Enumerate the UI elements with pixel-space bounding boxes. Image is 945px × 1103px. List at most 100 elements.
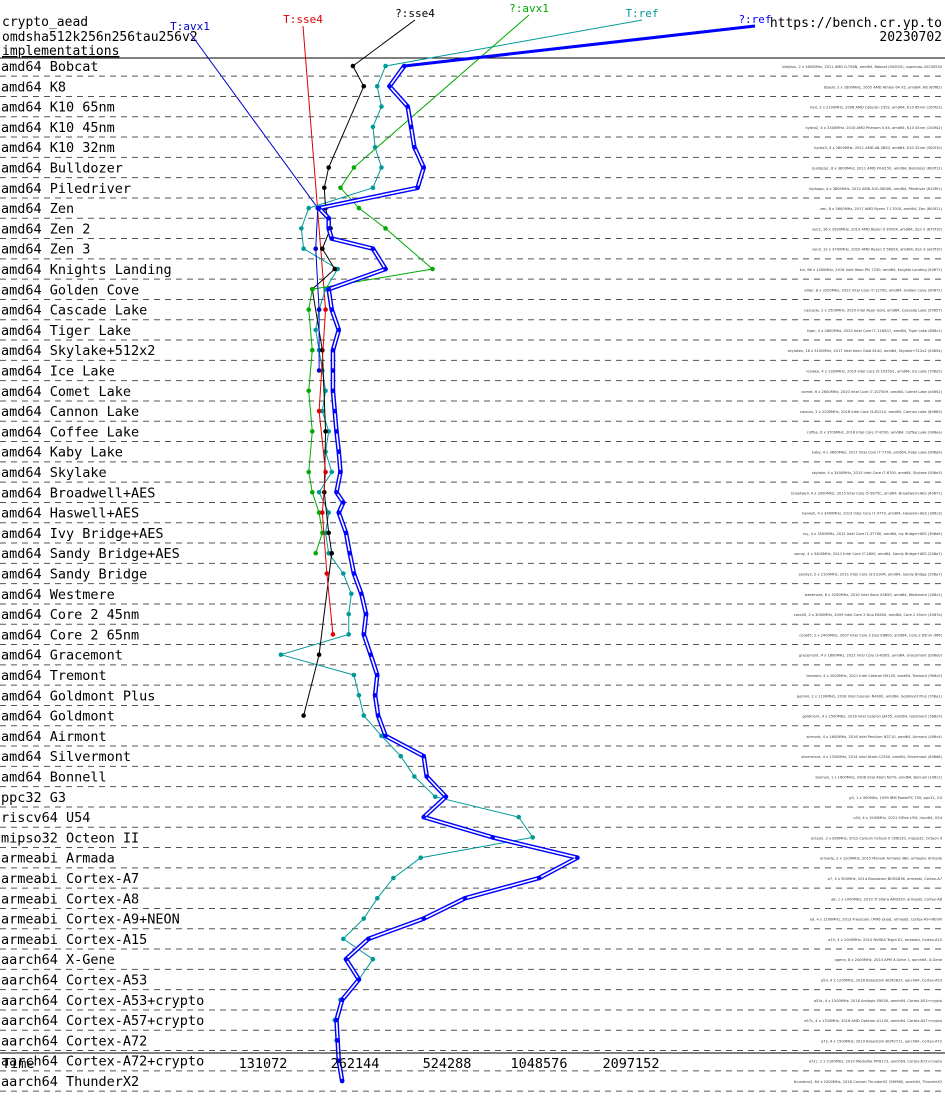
row-note: a57c, 4 x 1700MHz, 2016 AMD Opteron A110… <box>804 1019 942 1023</box>
data-point <box>340 500 346 505</box>
row-label: aarch64 Cortex-A57+crypto <box>1 1013 204 1029</box>
data-point <box>309 347 315 353</box>
data-point <box>329 307 335 312</box>
data-point <box>336 449 342 455</box>
data-point <box>536 875 542 881</box>
row-label: aarch64 ThunderX2 <box>1 1074 139 1090</box>
title-line-3: implementations <box>2 44 119 59</box>
data-point <box>340 571 346 576</box>
data-point <box>321 185 327 191</box>
row-note: sandy, 4 x 3400MHz, 2011 Intel Core i7-2… <box>794 552 943 556</box>
data-point <box>278 652 284 657</box>
row-note: tremont, 4 x 2000MHz, 2021 Intel Celeron… <box>806 674 942 678</box>
legend-connector <box>302 25 327 310</box>
legend-label: ?:sse4 <box>395 7 435 20</box>
data-point <box>320 246 325 251</box>
row-label: amd64 Ivy Bridge+AES <box>1 526 164 542</box>
data-point <box>309 429 315 434</box>
data-point <box>490 835 496 840</box>
x-tick-label: 131072 <box>239 1056 288 1072</box>
data-point <box>391 875 396 881</box>
row-note: zen, 8 x 3600MHz, 2017 AMD Ryzen 7 1700X… <box>820 207 943 211</box>
data-point <box>324 571 330 576</box>
data-point <box>320 510 325 515</box>
row-note: hydra3, 4 x 2800MHz, 2011 AMD A8-3850, a… <box>814 146 942 150</box>
data-point <box>356 693 362 698</box>
data-point <box>372 693 378 698</box>
data-point <box>350 63 356 69</box>
data-point <box>366 936 371 942</box>
data-point <box>306 307 312 312</box>
data-point <box>329 469 335 475</box>
data-point <box>326 215 331 221</box>
x-tick-label: 1048576 <box>511 1056 568 1072</box>
row-note: coffee, 6 x 3700MHz, 2018 Intel Core i7-… <box>807 430 943 434</box>
row-note: a53, 4 x 1200MHz, 2016 Broadcom BCM2837,… <box>821 979 942 983</box>
series-lines <box>278 63 580 1084</box>
row-note: bulldozer, 8 x 3600MHz, 2011 AMD FX-8150… <box>812 167 942 171</box>
row-label: amd64 Ice Lake <box>1 364 115 380</box>
data-point <box>443 794 449 800</box>
row-note: ivy, 4 x 3500MHz, 2012 Intel Core i7-377… <box>803 532 942 536</box>
row-note: skylake, 4 x 3400MHz, 2015 Intel Core i7… <box>812 471 943 475</box>
data-point <box>375 713 381 718</box>
row-note: cannon, 2 x 2200MHz, 2018 Intel Core i3-… <box>800 410 943 414</box>
data-point <box>398 753 404 759</box>
legend-connector <box>404 24 756 68</box>
data-point <box>368 652 373 657</box>
row-label: amd64 Tremont <box>1 668 107 684</box>
row-note: broadwell, 4 x 3300MHz, 2015 Intel Core … <box>791 491 943 495</box>
x-tick-label: 524288 <box>423 1056 472 1072</box>
row-label: amd64 Goldmont Plus <box>1 688 155 704</box>
data-point <box>430 266 435 272</box>
row-label: aarch64 Cortex-A72+crypto <box>1 1054 204 1070</box>
row-label: amd64 Skylake <box>1 465 107 481</box>
row-label: aarch64 Cortex-A53 <box>1 973 147 989</box>
data-point <box>370 246 376 251</box>
data-point <box>346 611 352 617</box>
row-label: amd64 Piledriver <box>1 181 131 197</box>
legend-connector <box>385 19 643 67</box>
row-label: aarch64 Cortex-A53+crypto <box>1 993 204 1009</box>
row-label: armeabi Cortex-A7 <box>1 871 139 887</box>
data-point <box>421 814 427 820</box>
data-point <box>370 956 376 962</box>
data-point <box>334 490 339 495</box>
row-label: amd64 K10 45nm <box>1 120 115 136</box>
data-point <box>316 490 322 495</box>
title-line-1: crypto_aead <box>2 15 88 30</box>
data-point <box>336 1058 342 1063</box>
data-point <box>415 185 420 191</box>
data-point <box>374 84 380 89</box>
data-point <box>372 144 378 150</box>
legend-label: T:sse4 <box>283 13 323 26</box>
data-point <box>316 652 322 657</box>
row-note: armada, 2 x 1200MHz, 2015 Marvell Armada… <box>820 857 942 861</box>
row-label: amd64 Core 2 45nm <box>1 607 139 623</box>
row-label: amd64 Zen 2 <box>1 221 90 237</box>
data-point <box>339 997 345 1003</box>
data-point <box>351 672 357 678</box>
data-point <box>299 226 304 231</box>
row-label: amd64 Tiger Lake <box>1 323 131 339</box>
legend: T:ref ?:sse4 ?:avx1 T:avx1 T:sse4 ?:ref <box>170 2 772 310</box>
data-point <box>316 408 322 414</box>
data-point <box>343 956 349 962</box>
row-label: amd64 K10 65nm <box>1 100 115 116</box>
data-point <box>379 733 384 739</box>
row-note: core65, 2 x 2400MHz, 2007 Intel Core 2 D… <box>799 633 942 637</box>
data-point <box>424 774 430 779</box>
data-point <box>359 591 364 597</box>
data-point <box>301 713 306 718</box>
data-point <box>575 855 580 860</box>
data-point <box>309 490 315 495</box>
row-note: a15, 4 x 2000MHz, 2014 NVIDIA Tegra K1, … <box>828 938 942 942</box>
row-note: a9, 4 x 1200MHz, 2013 Freescale i.MX6 Qu… <box>810 918 943 922</box>
data-point <box>326 530 331 536</box>
data-point <box>361 916 367 921</box>
data-point <box>516 814 522 820</box>
row-label: amd64 Gracemont <box>1 648 123 664</box>
data-point <box>379 165 384 170</box>
data-point <box>421 916 427 921</box>
data-point <box>326 510 331 515</box>
